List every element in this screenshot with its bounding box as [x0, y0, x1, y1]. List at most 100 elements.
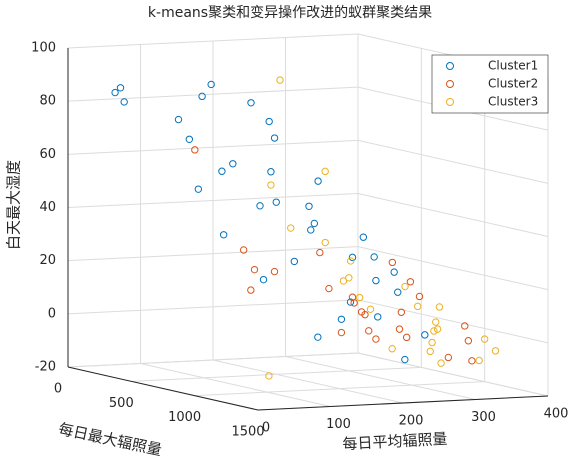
y-tick-label: 1500 [231, 425, 264, 440]
point [307, 226, 315, 234]
point [305, 202, 313, 211]
z-tick-label: 100 [31, 41, 56, 56]
grid-line [285, 356, 476, 400]
point [337, 328, 346, 337]
point [437, 359, 445, 367]
point [120, 98, 128, 106]
point [265, 117, 273, 126]
x-tick-label: 300 [471, 410, 496, 425]
legend-box [431, 54, 549, 114]
x-tick-label: 400 [544, 407, 569, 422]
point [374, 313, 382, 321]
y-tick-label: 0 [54, 382, 62, 397]
point [259, 275, 268, 284]
point [346, 298, 355, 306]
point [267, 181, 275, 189]
point [390, 268, 398, 276]
point [388, 345, 396, 353]
z-tick-label: 20 [39, 253, 56, 268]
point [461, 322, 469, 330]
point [239, 246, 248, 254]
grid-line [357, 352, 549, 397]
x-tick-label: 100 [326, 417, 351, 432]
point [468, 357, 476, 365]
chart-title: k-means聚类和变异操作改进的蚁群聚类结果 [148, 5, 432, 21]
z-axis-label: 白天最大湿度 [5, 160, 23, 250]
z-tick-label: 40 [39, 200, 56, 215]
point [426, 347, 434, 356]
point [357, 308, 366, 316]
point [430, 327, 438, 335]
point [433, 325, 442, 333]
point [198, 92, 206, 101]
point [355, 293, 364, 302]
point [432, 318, 440, 326]
legend-marker [446, 62, 454, 70]
point [366, 305, 375, 313]
point [428, 338, 436, 347]
point [287, 224, 295, 232]
point [415, 292, 424, 301]
point [247, 99, 255, 107]
point [290, 257, 299, 266]
x-tick-label: 200 [399, 414, 424, 429]
point [321, 167, 329, 176]
point [346, 257, 355, 265]
point [267, 168, 275, 176]
legend-marker [446, 80, 454, 88]
z-tick-label: -20 [35, 360, 56, 375]
point [270, 134, 279, 142]
point [247, 286, 255, 294]
grid-line [194, 381, 485, 397]
grid-line [357, 139, 549, 184]
point [370, 253, 378, 261]
point [272, 198, 280, 206]
point [218, 167, 226, 175]
point [219, 231, 228, 239]
point [256, 202, 264, 210]
point [394, 288, 402, 296]
point [372, 335, 380, 343]
x-axis [257, 395, 549, 411]
y-axis-label: 每日最大辐照量 [57, 420, 163, 459]
grid-line [140, 363, 331, 407]
y-axis [67, 366, 259, 411]
y-tick-label: 500 [109, 396, 134, 411]
point [265, 372, 273, 380]
point [321, 238, 329, 247]
legend-label: Cluster3 [488, 95, 538, 109]
x-tick-label: 0 [262, 421, 270, 436]
point [339, 277, 348, 285]
point [337, 315, 346, 323]
z-tick-label: 60 [39, 147, 56, 162]
point [475, 356, 483, 365]
point [388, 258, 397, 267]
point [464, 337, 473, 345]
y-tick-label: 1000 [168, 410, 201, 425]
grid-line [357, 246, 549, 291]
grid-line [67, 352, 359, 368]
point [116, 84, 125, 92]
point [314, 333, 322, 341]
grid-line [357, 193, 549, 237]
point [270, 267, 279, 276]
point [207, 80, 215, 89]
point [316, 248, 324, 257]
point [414, 302, 422, 311]
point [276, 76, 284, 84]
point [194, 185, 203, 193]
point [444, 353, 453, 362]
point [345, 274, 353, 282]
point [229, 160, 237, 168]
legend-label: Cluster2 [488, 77, 538, 91]
point [191, 146, 199, 154]
legend-label: Cluster1 [488, 59, 538, 73]
point [406, 278, 415, 286]
point [350, 299, 358, 307]
point [365, 327, 373, 335]
point [401, 355, 409, 364]
point [397, 308, 406, 316]
point [401, 282, 409, 291]
z-tick-label: 80 [39, 94, 56, 109]
